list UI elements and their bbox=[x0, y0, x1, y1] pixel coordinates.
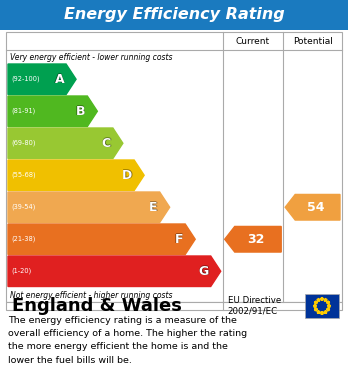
Polygon shape bbox=[324, 298, 327, 301]
Text: C: C bbox=[101, 137, 110, 150]
Polygon shape bbox=[320, 311, 324, 314]
Text: A: A bbox=[55, 73, 65, 86]
Polygon shape bbox=[8, 64, 76, 95]
Text: Energy Efficiency Rating: Energy Efficiency Rating bbox=[64, 7, 284, 23]
Text: A: A bbox=[54, 73, 64, 86]
Polygon shape bbox=[326, 308, 330, 311]
Text: A: A bbox=[54, 73, 64, 86]
Polygon shape bbox=[285, 194, 340, 220]
Text: F: F bbox=[175, 233, 183, 246]
Text: B: B bbox=[76, 105, 85, 118]
Text: A: A bbox=[54, 73, 64, 86]
Text: E: E bbox=[149, 201, 158, 214]
Text: C: C bbox=[102, 137, 111, 150]
Text: B: B bbox=[76, 105, 85, 118]
Polygon shape bbox=[320, 297, 324, 300]
Text: E: E bbox=[149, 201, 157, 214]
Text: (81-91): (81-91) bbox=[11, 108, 35, 115]
Text: B: B bbox=[76, 104, 85, 117]
Text: Current: Current bbox=[236, 36, 270, 45]
Text: Very energy efficient - lower running costs: Very energy efficient - lower running co… bbox=[10, 52, 173, 61]
Text: 54: 54 bbox=[307, 201, 324, 214]
Text: F: F bbox=[175, 233, 183, 246]
Polygon shape bbox=[225, 226, 281, 252]
Polygon shape bbox=[8, 96, 97, 127]
Text: 32: 32 bbox=[247, 233, 264, 246]
Text: D: D bbox=[122, 169, 132, 182]
Text: England & Wales: England & Wales bbox=[12, 297, 182, 315]
Polygon shape bbox=[8, 128, 123, 158]
Text: Potential: Potential bbox=[293, 36, 333, 45]
Text: (39-54): (39-54) bbox=[11, 204, 35, 210]
Text: F: F bbox=[174, 233, 183, 246]
Text: G: G bbox=[198, 265, 209, 278]
Text: G: G bbox=[198, 265, 208, 278]
Text: (69-80): (69-80) bbox=[11, 140, 35, 147]
Polygon shape bbox=[313, 304, 317, 307]
Bar bbox=[305, 294, 339, 318]
Text: (55-68): (55-68) bbox=[11, 172, 35, 179]
Text: (92-100): (92-100) bbox=[11, 76, 40, 83]
Polygon shape bbox=[8, 256, 221, 287]
Text: C: C bbox=[102, 137, 111, 150]
Text: Not energy efficient - higher running costs: Not energy efficient - higher running co… bbox=[10, 291, 173, 300]
Polygon shape bbox=[314, 308, 318, 311]
Text: F: F bbox=[175, 232, 183, 245]
Polygon shape bbox=[317, 298, 320, 301]
Polygon shape bbox=[326, 301, 330, 304]
Text: (1-20): (1-20) bbox=[11, 268, 31, 274]
Text: The energy efficiency rating is a measure of the
overall efficiency of a home. T: The energy efficiency rating is a measur… bbox=[8, 316, 247, 364]
Text: C: C bbox=[102, 136, 111, 149]
Polygon shape bbox=[8, 192, 170, 222]
Bar bbox=[0, 0, 348, 30]
Polygon shape bbox=[8, 160, 144, 190]
Text: D: D bbox=[122, 168, 132, 181]
Polygon shape bbox=[317, 310, 320, 314]
Text: B: B bbox=[76, 105, 85, 118]
Text: D: D bbox=[122, 169, 132, 182]
Bar bbox=[6, 32, 342, 302]
Text: F: F bbox=[175, 233, 184, 246]
Text: G: G bbox=[198, 265, 209, 278]
Polygon shape bbox=[327, 304, 331, 307]
Text: E: E bbox=[149, 201, 158, 214]
Polygon shape bbox=[8, 224, 195, 255]
Bar bbox=[6, 302, 342, 310]
Polygon shape bbox=[314, 301, 318, 304]
Text: D: D bbox=[121, 169, 132, 182]
Text: (21-38): (21-38) bbox=[11, 236, 35, 242]
Text: B: B bbox=[76, 105, 86, 118]
Text: E: E bbox=[150, 201, 158, 214]
Polygon shape bbox=[324, 310, 327, 314]
Text: G: G bbox=[198, 264, 209, 277]
Text: A: A bbox=[54, 72, 64, 85]
Text: G: G bbox=[199, 265, 209, 278]
Text: D: D bbox=[122, 169, 133, 182]
Text: E: E bbox=[149, 200, 158, 213]
Text: C: C bbox=[102, 137, 111, 150]
Text: EU Directive
2002/91/EC: EU Directive 2002/91/EC bbox=[228, 296, 281, 316]
